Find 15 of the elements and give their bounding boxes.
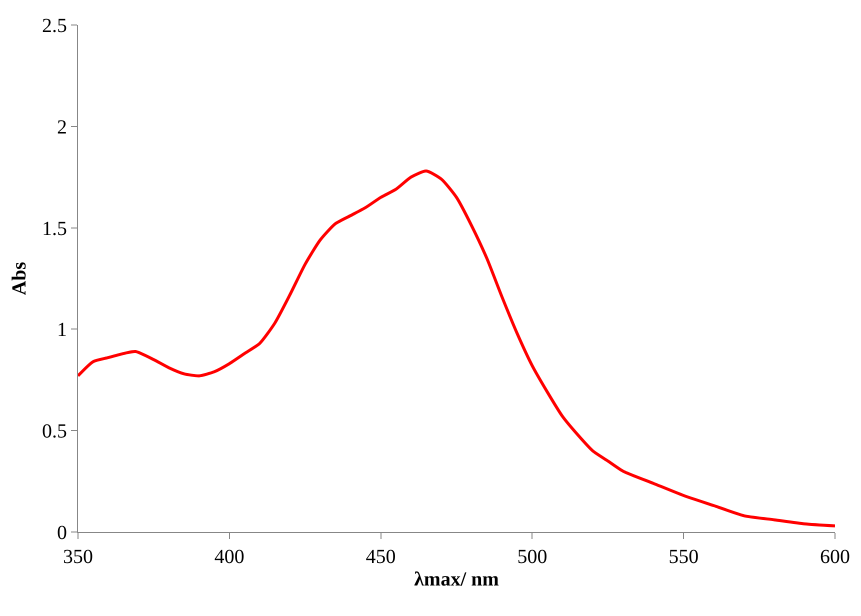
- y-tick-label: 2.5: [42, 15, 67, 37]
- x-tick-label: 600: [820, 546, 850, 568]
- x-tick-label: 550: [668, 546, 699, 568]
- line-series: [78, 170, 835, 528]
- x-tick-label: 350: [63, 546, 93, 568]
- y-tick-label: 2: [57, 116, 67, 138]
- y-tick-label: 0: [57, 522, 67, 544]
- x-tick-label: 450: [366, 546, 396, 568]
- x-tick-label: 500: [517, 546, 548, 568]
- x-axis-title: λmax/ nm: [414, 568, 500, 590]
- y-tick-label: 0.5: [42, 420, 67, 443]
- x-tick-label: 400: [214, 546, 244, 568]
- y-axis-title: Abs: [8, 262, 30, 296]
- y-tick-label: 1.5: [42, 218, 67, 240]
- y-tick-label: 1: [57, 319, 67, 342]
